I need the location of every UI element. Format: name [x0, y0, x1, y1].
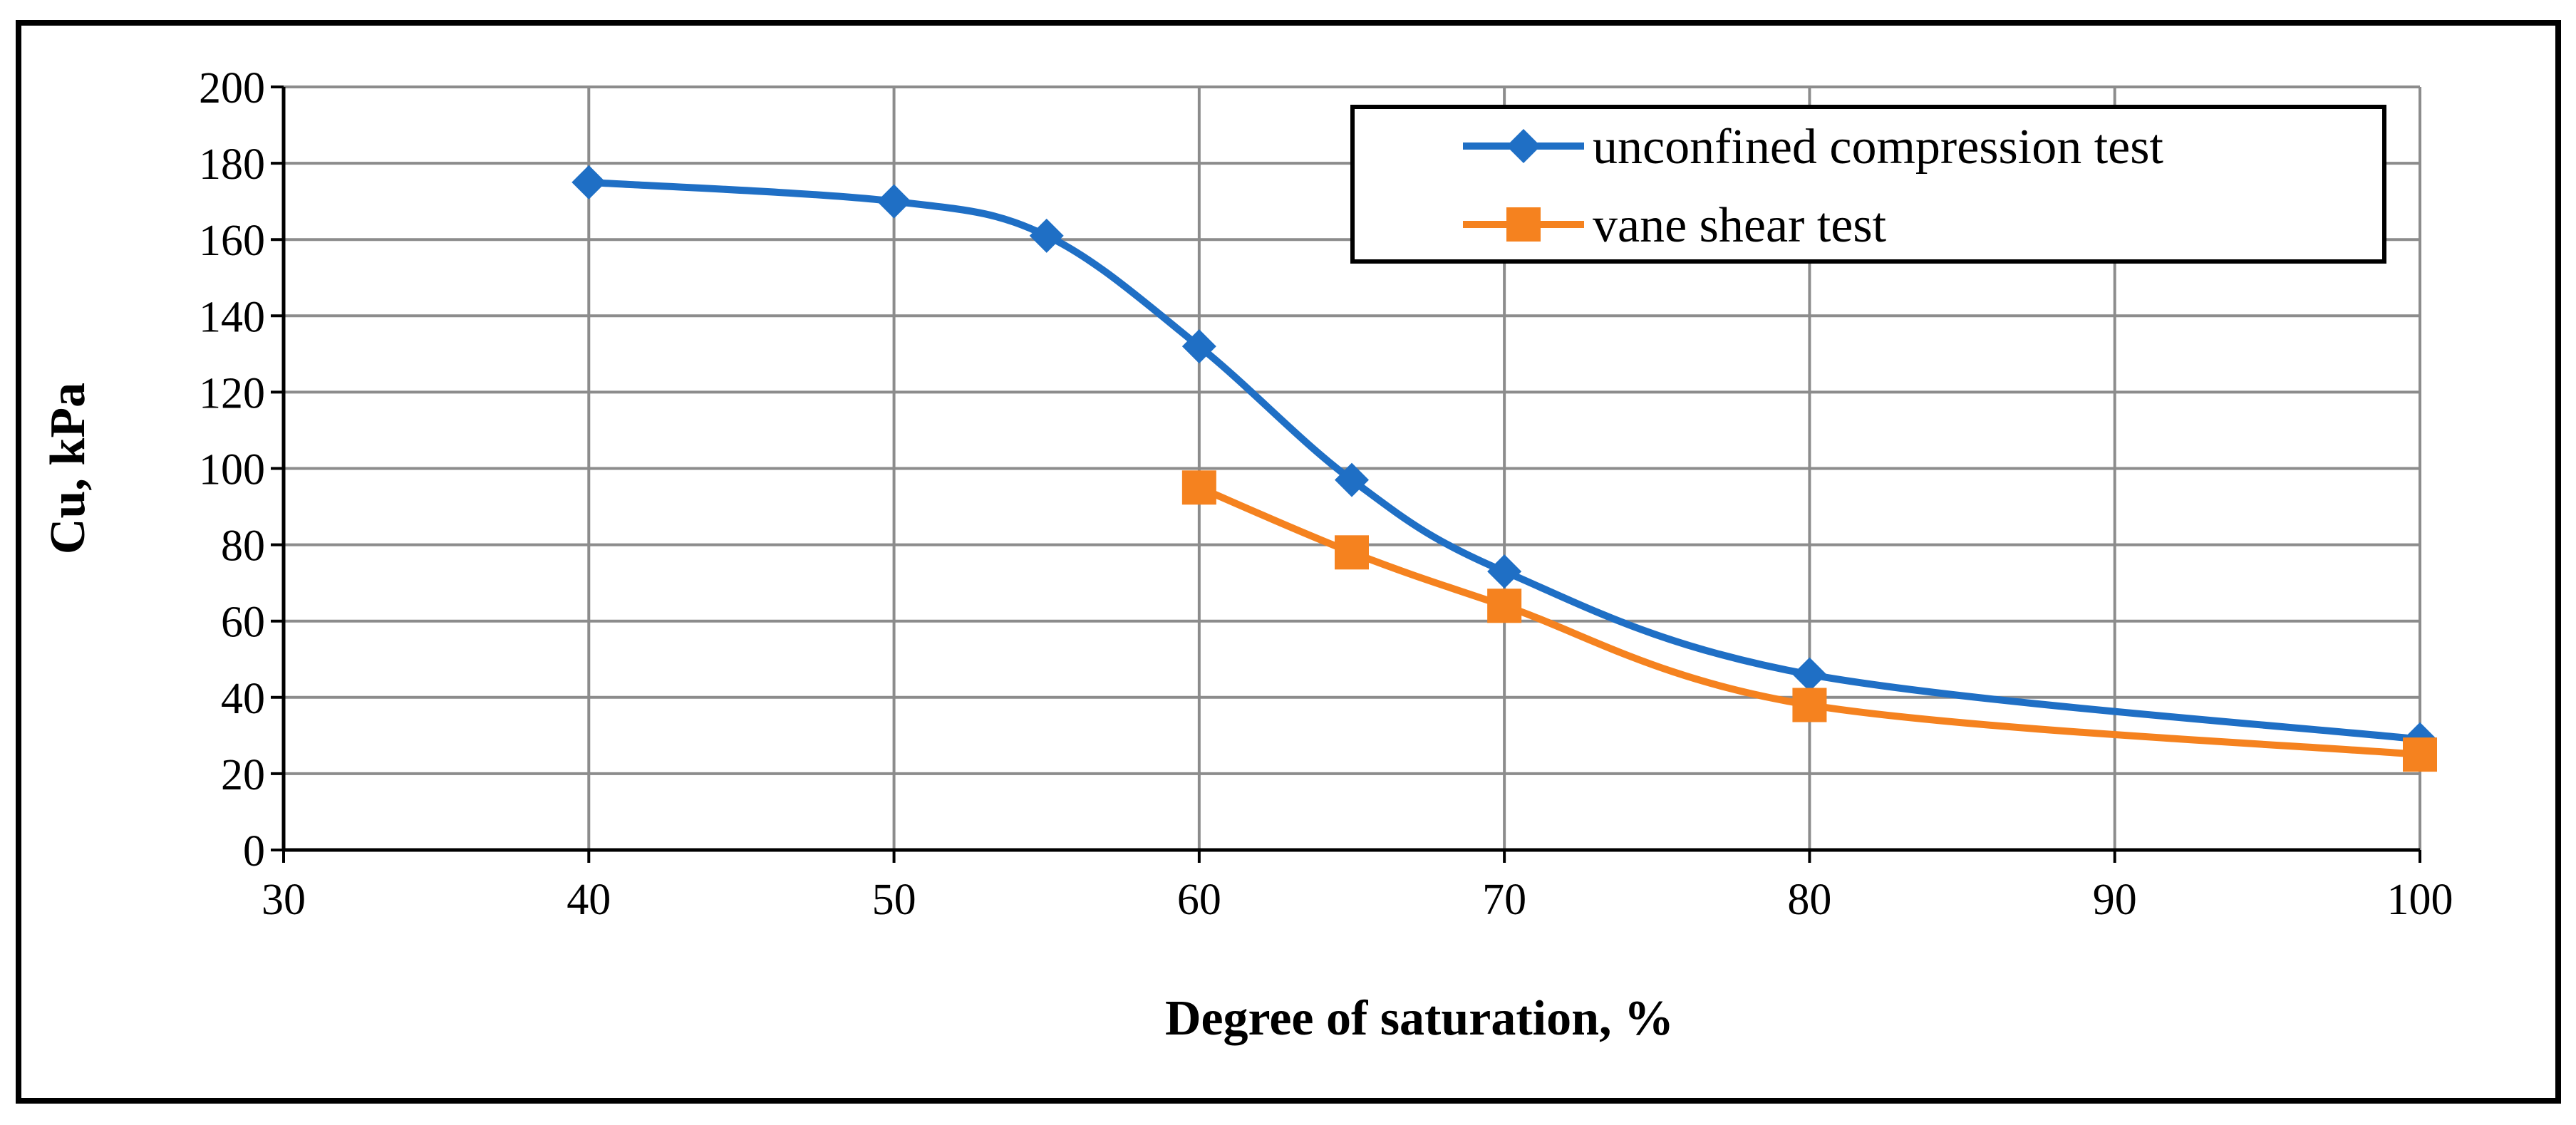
x-axis-title: Degree of saturation, %	[1165, 991, 1674, 1046]
data-point-unconfined	[1792, 657, 1827, 692]
y-tick-label: 100	[199, 446, 265, 494]
y-tick-label: 40	[221, 675, 265, 723]
series-vane	[1181, 470, 2437, 772]
legend-label-vane: vane shear test	[1593, 198, 1887, 253]
x-tick-label: 80	[1787, 876, 1831, 924]
data-point-vane	[1487, 589, 1522, 623]
data-point-vane	[1335, 535, 1369, 570]
legend: unconfined compression test vane shear te…	[1350, 105, 2386, 264]
legend-marker-unconfined	[1506, 129, 1541, 163]
y-tick-label: 20	[221, 751, 265, 799]
y-tick-label: 0	[243, 827, 265, 876]
data-point-vane	[2403, 737, 2437, 772]
x-tick-label: 100	[2387, 876, 2453, 924]
legend-label-unconfined: unconfined compression test	[1593, 120, 2163, 175]
data-point-unconfined	[1335, 462, 1369, 497]
y-tick-label: 180	[199, 140, 265, 189]
x-tick-label: 70	[1482, 876, 1526, 924]
data-point-vane	[1181, 470, 1216, 505]
y-tick-label: 140	[199, 293, 265, 341]
data-point-unconfined	[1029, 218, 1064, 253]
series-unconfined	[571, 165, 2437, 757]
x-tick-label: 50	[872, 876, 916, 924]
data-point-unconfined	[1487, 554, 1522, 589]
y-axis-title: Cu, kPa	[41, 383, 95, 554]
series-layer	[571, 165, 2437, 772]
x-tick-label: 40	[567, 876, 611, 924]
x-tick-label: 30	[262, 876, 306, 924]
y-tick-label: 160	[199, 217, 265, 265]
legend-item-vane: vane shear test	[1463, 198, 1887, 253]
legend-item-unconfined: unconfined compression test	[1463, 120, 2163, 175]
y-tick-label: 120	[199, 369, 265, 418]
data-point-unconfined	[1181, 329, 1216, 364]
x-tick-label: 60	[1177, 876, 1221, 924]
axes: 0 20 40 60 80 100 120 140 160 180 200 30 40 50 60 70 80 9…	[199, 64, 2453, 924]
x-tick-label: 90	[2093, 876, 2137, 924]
y-tick-label: 80	[221, 522, 265, 571]
data-point-unconfined	[571, 165, 606, 199]
data-point-unconfined	[876, 184, 911, 219]
y-tick-label: 200	[199, 64, 265, 113]
data-point-vane	[1792, 688, 1827, 722]
y-tick-label: 60	[221, 598, 265, 647]
legend-marker-vane	[1506, 207, 1541, 242]
